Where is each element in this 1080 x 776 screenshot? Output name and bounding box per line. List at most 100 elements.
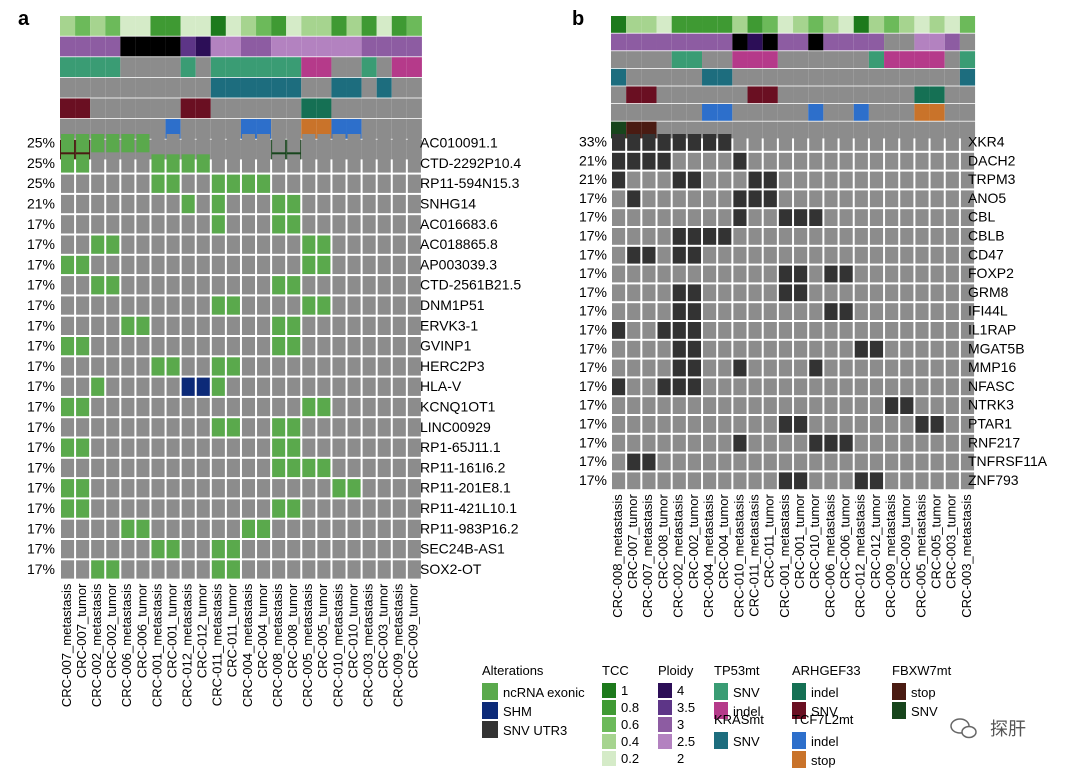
empty-cell <box>362 397 376 417</box>
empty-cell <box>61 519 75 538</box>
annotation-arhgef33-cell <box>641 86 657 104</box>
empty-cell <box>885 171 899 189</box>
annotation-ploidy-cell <box>75 36 91 57</box>
annotation-tp53mt-cell <box>823 51 839 68</box>
empty-cell <box>302 154 316 173</box>
annotation-krasmt-cell <box>150 77 166 98</box>
empty-cell <box>91 397 105 417</box>
empty-cell <box>377 418 391 437</box>
empty-cell <box>181 397 195 417</box>
gene-label: XKR4 <box>968 134 1005 150</box>
row-percentage: 17% <box>579 246 607 262</box>
annotation-tcc-cell <box>256 16 272 36</box>
empty-cell <box>347 458 361 478</box>
empty-cell <box>392 560 406 579</box>
empty-cell <box>748 134 762 151</box>
alteration-cell <box>76 397 90 417</box>
empty-cell <box>61 235 75 254</box>
empty-cell <box>900 190 914 208</box>
empty-cell <box>241 296 256 315</box>
annotation-arhgef33-cell <box>286 98 302 119</box>
empty-cell <box>76 540 90 559</box>
sample-label: CRC-008_tumor <box>285 583 300 678</box>
annotation-krasmt-cell <box>959 68 976 86</box>
empty-cell <box>196 276 210 295</box>
empty-cell <box>809 303 823 320</box>
empty-cell <box>362 276 376 295</box>
annotation-ploidy-cell <box>853 33 869 51</box>
annotation-tp53mt-cell <box>376 57 392 77</box>
annotation-arhgef33-cell <box>60 98 76 119</box>
empty-cell <box>106 499 120 518</box>
empty-cell <box>930 434 944 452</box>
empty-cell <box>839 378 853 396</box>
alteration-cell <box>136 519 150 538</box>
empty-cell <box>91 194 105 214</box>
empty-cell <box>166 134 180 153</box>
annotation-tcf7l2mt-cell <box>75 119 91 139</box>
annotation-tcc-cell <box>346 16 362 36</box>
empty-cell <box>257 276 271 295</box>
empty-cell <box>718 359 732 377</box>
empty-cell <box>900 416 914 433</box>
annotation-arhgef33-cell <box>376 98 392 119</box>
empty-cell <box>869 359 884 377</box>
annotation-tcf7l2mt-cell <box>732 104 748 121</box>
alteration-cell <box>900 397 914 414</box>
empty-cell <box>272 296 286 315</box>
empty-cell <box>226 458 240 478</box>
alteration-cell <box>642 453 656 471</box>
empty-cell <box>317 377 331 396</box>
alteration-cell <box>241 519 256 538</box>
annotation-tcc-cell <box>868 16 885 33</box>
empty-cell <box>196 215 210 234</box>
empty-cell <box>794 228 808 245</box>
empty-cell <box>61 540 75 559</box>
annotation-arhgef33-cell <box>823 86 839 104</box>
empty-cell <box>287 519 301 538</box>
annotation-tp53mt-cell <box>406 57 422 77</box>
empty-cell <box>392 154 406 173</box>
row-percentage: 17% <box>27 338 55 354</box>
legend-swatch <box>658 734 672 749</box>
empty-cell <box>869 416 884 433</box>
alteration-cell <box>854 472 868 490</box>
empty-cell <box>703 472 717 490</box>
annotation-tp53mt-cell <box>944 51 960 68</box>
legend-item-label: indel <box>733 704 761 719</box>
row-percentage: 25% <box>27 135 55 151</box>
alteration-cell <box>151 174 165 193</box>
empty-cell <box>748 209 762 226</box>
empty-cell <box>377 255 391 275</box>
empty-cell <box>657 265 671 283</box>
alteration-cell <box>642 246 656 264</box>
empty-cell <box>900 340 914 358</box>
empty-cell <box>960 152 975 170</box>
empty-cell <box>136 438 150 457</box>
empty-cell <box>945 416 959 433</box>
empty-cell <box>136 397 150 417</box>
empty-cell <box>302 479 316 498</box>
empty-cell <box>226 377 240 396</box>
empty-cell <box>196 357 210 376</box>
empty-cell <box>824 322 838 339</box>
alteration-cell <box>763 190 777 208</box>
empty-cell <box>763 134 777 151</box>
annotation-tp53mt-cell <box>331 57 347 77</box>
sample-label: CRC-009_tumor <box>406 583 421 678</box>
empty-cell <box>703 322 717 339</box>
empty-cell <box>166 296 180 315</box>
empty-cell <box>945 134 959 151</box>
empty-cell <box>672 190 686 208</box>
empty-cell <box>181 560 195 579</box>
empty-cell <box>61 316 75 335</box>
panel-b: b 33% XKR4 21% DACH2 21% TRPM3 17% ANO5 17% CBL 17%… <box>572 8 1048 618</box>
empty-cell <box>703 284 717 302</box>
gene-label: CTD-2292P10.4 <box>420 155 521 171</box>
annotation-tp53mt-cell <box>135 57 151 77</box>
sample-label: CRC-009_metastasis <box>391 583 406 707</box>
alteration-cell <box>151 154 165 173</box>
empty-cell <box>272 540 286 559</box>
empty-cell <box>915 246 929 264</box>
empty-cell <box>196 337 210 356</box>
